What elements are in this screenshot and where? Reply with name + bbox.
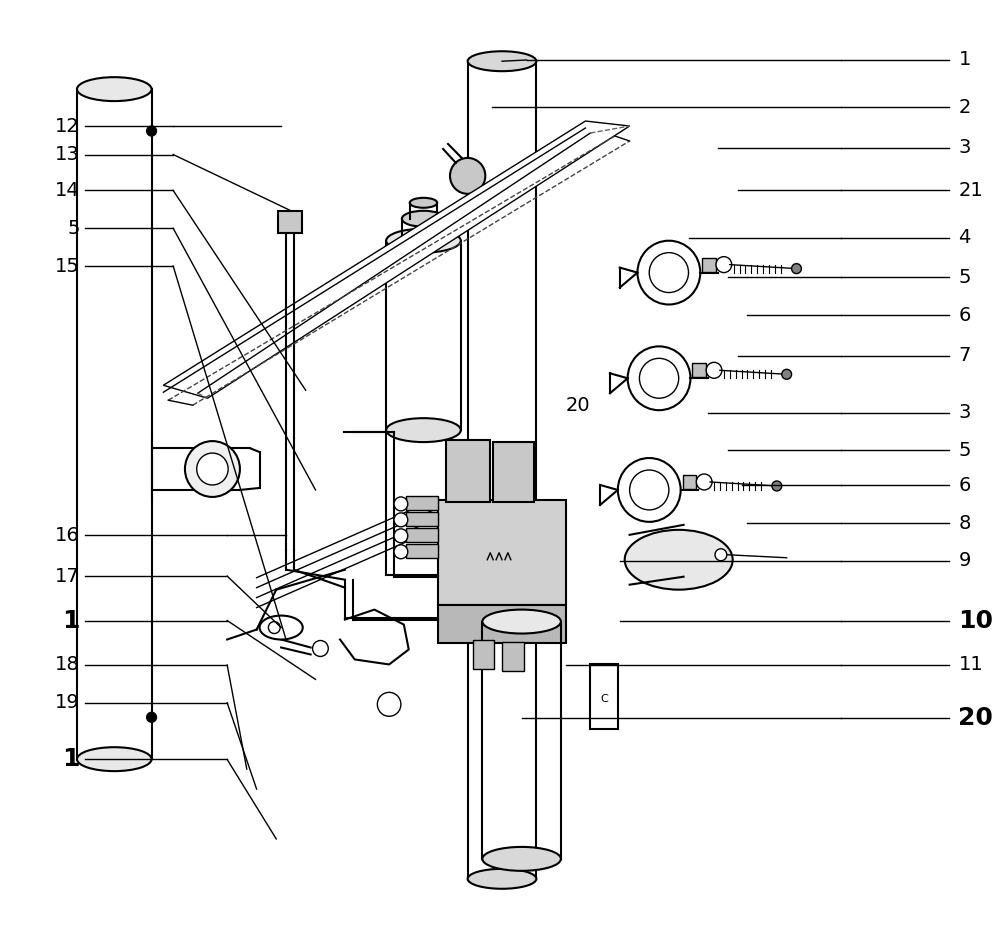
Ellipse shape [386,418,461,442]
Text: 6: 6 [958,305,971,325]
Bar [406,544,438,557]
Text: 5: 5 [67,219,80,238]
Text: 5: 5 [958,268,971,287]
Bar [502,642,524,671]
Circle shape [706,362,722,378]
Ellipse shape [402,210,445,227]
Ellipse shape [628,346,690,410]
Text: 1: 1 [62,747,80,772]
Polygon shape [163,121,630,398]
Circle shape [394,513,408,527]
Ellipse shape [77,747,152,771]
Text: 7: 7 [958,346,971,365]
Ellipse shape [482,847,561,871]
Circle shape [450,158,485,193]
Ellipse shape [625,530,733,590]
Circle shape [185,441,240,497]
Text: 14: 14 [55,181,80,200]
Text: 17: 17 [55,567,80,586]
Bar [590,665,618,729]
Text: 10: 10 [958,609,993,632]
Text: 13: 13 [55,145,80,164]
Circle shape [792,264,801,274]
Circle shape [772,481,782,491]
Bar [473,640,494,669]
Circle shape [147,712,156,722]
Circle shape [716,257,732,273]
Bar [406,496,438,510]
Circle shape [313,641,328,656]
Circle shape [394,529,408,543]
Ellipse shape [77,77,152,101]
Ellipse shape [468,868,536,889]
Text: 3: 3 [958,403,971,422]
Ellipse shape [468,51,536,71]
Text: 5: 5 [958,441,971,460]
Text: 18: 18 [55,655,80,674]
Circle shape [147,126,156,136]
Text: 21: 21 [958,181,983,200]
Text: 6: 6 [958,476,971,495]
Ellipse shape [410,198,437,208]
Text: 8: 8 [958,514,971,533]
Bar [702,258,716,271]
Circle shape [394,497,408,511]
Ellipse shape [639,358,679,398]
Text: 3: 3 [958,138,971,157]
Text: 15: 15 [55,257,80,276]
Bar [406,528,438,542]
Bar [438,605,566,643]
Bar [683,475,696,489]
Ellipse shape [386,228,461,253]
Bar [406,512,438,526]
Circle shape [377,692,401,717]
Text: 16: 16 [55,526,80,545]
Circle shape [394,545,408,558]
Ellipse shape [649,253,689,293]
Circle shape [268,622,280,633]
Text: 20: 20 [958,706,993,730]
Text: 2: 2 [958,98,971,117]
Text: 11: 11 [958,655,983,674]
Bar [446,440,490,501]
Bar [692,363,706,377]
Text: 9: 9 [958,552,971,571]
Bar [493,442,534,501]
Text: 1: 1 [958,50,971,69]
Ellipse shape [618,458,681,521]
Circle shape [782,370,792,379]
Ellipse shape [630,470,669,510]
Bar [438,500,566,605]
Circle shape [696,474,712,490]
Ellipse shape [482,610,561,633]
Text: 20: 20 [566,396,590,415]
Text: 19: 19 [55,693,80,712]
Circle shape [715,549,727,561]
Ellipse shape [260,615,303,640]
Text: 1: 1 [62,609,80,632]
Ellipse shape [637,241,700,304]
Bar [278,210,302,232]
Circle shape [197,453,228,485]
Text: C: C [600,694,608,704]
Text: 4: 4 [958,228,971,247]
Text: 12: 12 [55,117,80,136]
